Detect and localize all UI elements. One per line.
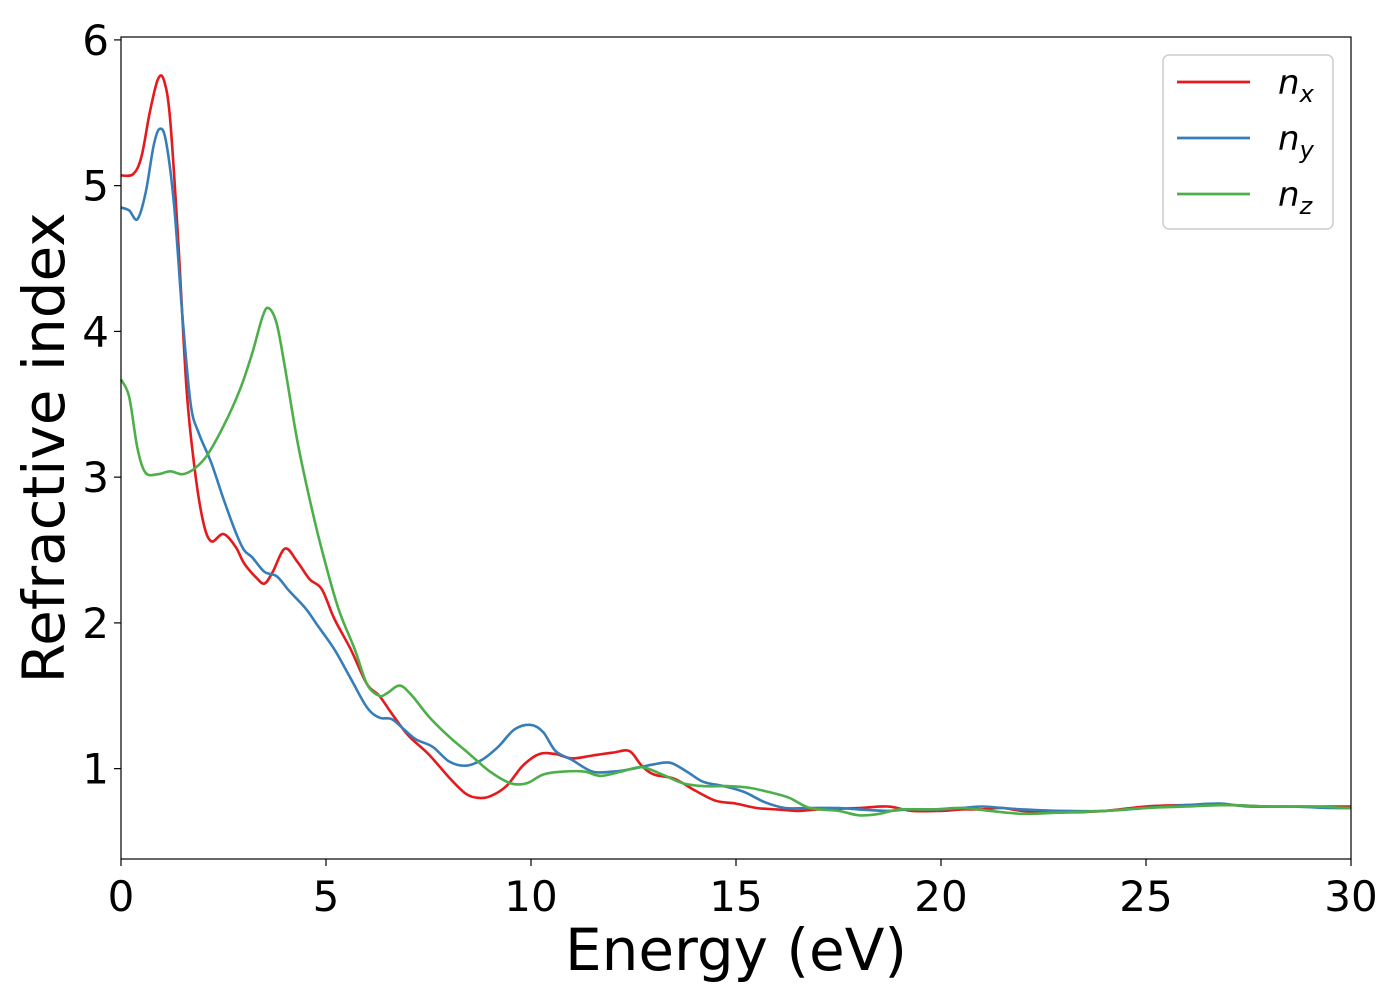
- y-tick-label: 4: [82, 307, 109, 356]
- y-tick-label: 5: [82, 162, 109, 211]
- y-axis-ticks: 1 2 3 4 5 6: [82, 16, 121, 794]
- series-line-nx: [120, 74, 1351, 814]
- x-tick-label: 20: [914, 872, 967, 921]
- x-tick-label: 30: [1324, 872, 1377, 921]
- x-tick-label: 25: [1119, 872, 1172, 921]
- series-layer: [119, 74, 1352, 817]
- series-line-nz: [119, 306, 1352, 817]
- y-axis-title: Refractive index: [10, 212, 78, 683]
- y-tick-label: 6: [82, 16, 109, 65]
- y-tick-label: 2: [82, 599, 109, 648]
- plot-area: [121, 37, 1351, 859]
- x-axis-title: Energy (eV): [565, 916, 907, 984]
- x-tick-label: 10: [504, 872, 557, 921]
- x-tick-label: 15: [709, 872, 762, 921]
- x-axis-ticks: 0 5 10 15 20 25 30: [108, 859, 1378, 921]
- y-tick-label: 3: [82, 453, 109, 502]
- x-tick-label: 0: [108, 872, 135, 921]
- x-tick-label: 5: [313, 872, 340, 921]
- y-tick-label: 1: [82, 745, 109, 794]
- legend-box: [1162, 54, 1334, 230]
